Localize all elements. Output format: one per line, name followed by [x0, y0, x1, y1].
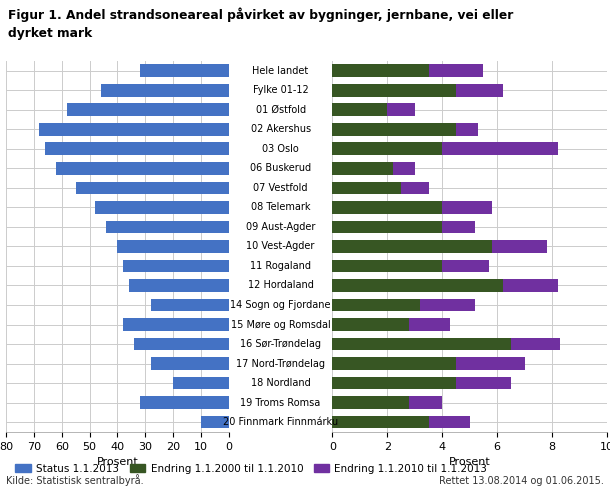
Bar [393, 162, 415, 175]
Bar [140, 64, 229, 77]
X-axis label: Prosent: Prosent [96, 457, 138, 467]
Bar [95, 201, 229, 214]
Text: 10 Vest-Agder: 10 Vest-Agder [246, 242, 315, 251]
Bar [332, 260, 442, 272]
Bar [442, 201, 492, 214]
Text: 18 Nordland: 18 Nordland [251, 378, 310, 388]
Text: 08 Telemark: 08 Telemark [251, 203, 310, 212]
Text: dyrket mark: dyrket mark [8, 27, 92, 40]
Bar [332, 221, 442, 233]
Text: 03 Oslo: 03 Oslo [262, 144, 299, 154]
Bar [492, 240, 547, 253]
Bar [151, 357, 229, 370]
Bar [332, 103, 387, 116]
Bar [456, 357, 525, 370]
Bar [442, 260, 489, 272]
Bar [40, 123, 229, 136]
Bar [332, 299, 420, 311]
Text: 07 Vestfold: 07 Vestfold [253, 183, 308, 193]
Bar [332, 377, 456, 389]
Bar [123, 260, 229, 272]
Bar [45, 142, 229, 155]
Bar [101, 84, 229, 97]
Bar [429, 64, 484, 77]
Bar [332, 416, 429, 428]
Text: 02 Akershus: 02 Akershus [251, 124, 310, 134]
Bar [456, 123, 478, 136]
Text: Rettet 13.08.2014 og 01.06.2015.: Rettet 13.08.2014 og 01.06.2015. [439, 476, 604, 486]
Bar [332, 338, 511, 350]
Bar [173, 377, 229, 389]
Text: 15 Møre og Romsdal: 15 Møre og Romsdal [231, 320, 331, 329]
Bar [117, 240, 229, 253]
Bar [332, 162, 393, 175]
Bar [409, 318, 451, 331]
Text: 20 Finnmark Finnmárku: 20 Finnmark Finnmárku [223, 417, 338, 427]
Bar [67, 103, 229, 116]
Text: 14 Sogn og Fjordane: 14 Sogn og Fjordane [231, 300, 331, 310]
Bar [332, 279, 503, 292]
Bar [151, 299, 229, 311]
Bar [332, 318, 409, 331]
Text: 17 Nord-Trøndelag: 17 Nord-Trøndelag [236, 359, 325, 368]
Bar [420, 299, 475, 311]
Bar [56, 162, 229, 175]
Text: 06 Buskerud: 06 Buskerud [250, 163, 311, 173]
Bar [106, 221, 229, 233]
Bar [140, 396, 229, 409]
Text: 16 Sør-Trøndelag: 16 Sør-Trøndelag [240, 339, 321, 349]
Legend: Status 1.1.2013, Endring 1.1.2000 til 1.1.2010, Endring 1.1.2010 til 1.1.2013: Status 1.1.2013, Endring 1.1.2000 til 1.… [12, 460, 492, 478]
X-axis label: Prosent: Prosent [449, 457, 490, 467]
Bar [401, 182, 428, 194]
Text: Hele landet: Hele landet [253, 66, 309, 76]
Bar [332, 64, 429, 77]
Text: 01 Østfold: 01 Østfold [256, 105, 306, 115]
Text: 19 Troms Romsa: 19 Troms Romsa [240, 398, 321, 407]
Bar [511, 338, 561, 350]
Bar [332, 182, 401, 194]
Bar [442, 142, 558, 155]
Bar [76, 182, 229, 194]
Bar [129, 279, 229, 292]
Bar [456, 84, 503, 97]
Text: Kilde: Statistisk sentralbyrå.: Kilde: Statistisk sentralbyrå. [6, 474, 144, 486]
Text: 11 Rogaland: 11 Rogaland [250, 261, 311, 271]
Bar [134, 338, 229, 350]
Text: Fylke 01-12: Fylke 01-12 [253, 85, 309, 95]
Bar [442, 221, 475, 233]
Text: Figur 1. Andel strandsoneareal påvirket av bygninger, jernbane, vei eller: Figur 1. Andel strandsoneareal påvirket … [8, 7, 513, 22]
Bar [332, 396, 409, 409]
Bar [332, 201, 442, 214]
Bar [456, 377, 511, 389]
Bar [503, 279, 558, 292]
Bar [387, 103, 415, 116]
Bar [429, 416, 470, 428]
Bar [332, 240, 492, 253]
Text: 12 Hordaland: 12 Hordaland [248, 281, 314, 290]
Bar [201, 416, 229, 428]
Bar [332, 84, 456, 97]
Bar [332, 123, 456, 136]
Bar [332, 357, 456, 370]
Bar [409, 396, 442, 409]
Bar [332, 142, 442, 155]
Text: 09 Aust-Agder: 09 Aust-Agder [246, 222, 315, 232]
Bar [123, 318, 229, 331]
